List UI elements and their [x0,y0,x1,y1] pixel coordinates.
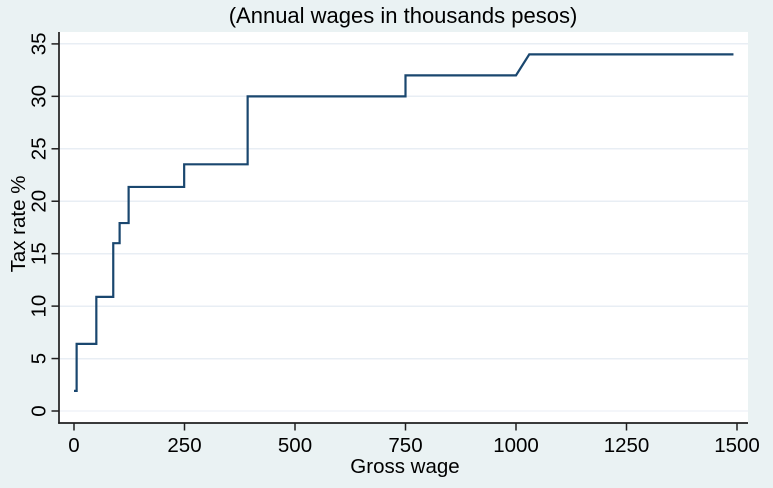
gridlines [59,43,748,412]
x-tick-label: 1000 [493,434,539,457]
x-axis-title: Gross wage [350,455,459,478]
x-tick-label: 1250 [604,434,650,457]
series-layer [74,53,734,392]
y-tick-label: 10 [28,295,51,318]
tick-labels: 0 5 10 15 20 25 30 35 0 250 500 750 1000 1250 1500 [28,32,760,457]
y-tick-label: 25 [28,137,51,160]
y-tick-label: 15 [28,242,51,265]
y-tick-label: 20 [28,190,51,213]
x-tick-label: 750 [388,434,422,457]
y-tick-label: 35 [28,32,51,55]
y-tick-label: 30 [28,85,51,108]
x-tick-label: 500 [278,434,312,457]
plot-area [59,32,748,423]
chart-title: (Annual wages in thousands pesos) [229,3,578,28]
ticks-layer [51,43,738,431]
y-tick-label: 5 [28,353,51,364]
x-tick-label: 1500 [714,434,760,457]
x-tick-label: 0 [68,434,79,457]
y-tick-label: 0 [28,405,51,416]
y-axis-title: Tax rate % [7,176,30,273]
x-tick-label: 250 [167,434,201,457]
tax-rate-step-schedule-line [74,53,734,392]
